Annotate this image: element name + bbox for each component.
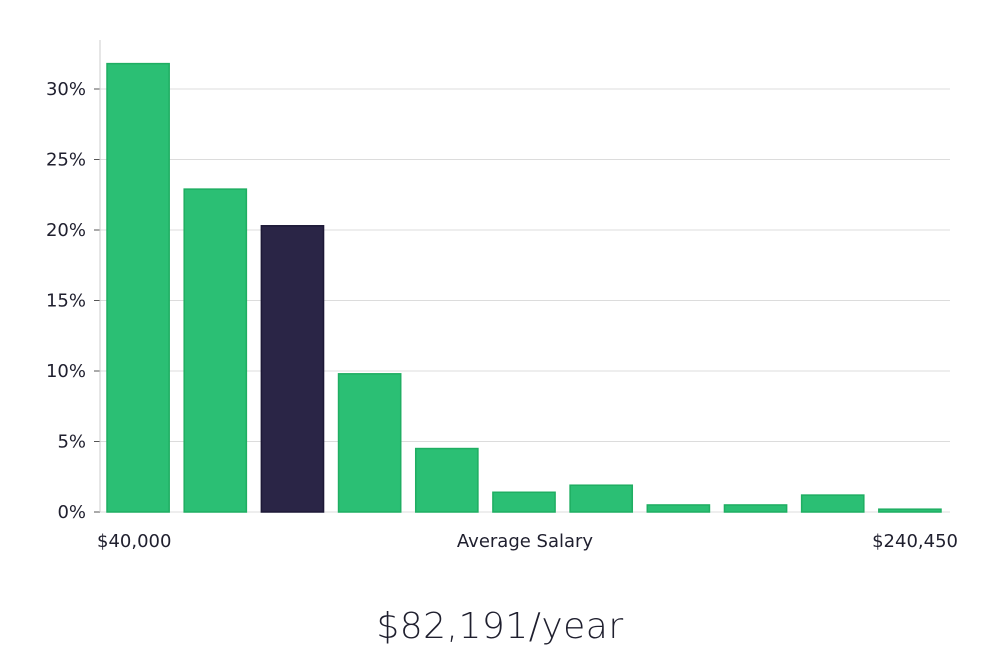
bar <box>800 494 865 513</box>
y-tick-label: 20% <box>46 220 86 241</box>
y-tick-label: 0% <box>57 502 86 523</box>
bars <box>106 62 942 513</box>
bar <box>106 62 170 513</box>
y-tick-label: 10% <box>46 361 86 382</box>
bar <box>569 484 634 513</box>
bar <box>492 491 556 513</box>
bar <box>183 188 248 513</box>
y-tick-label: 25% <box>46 150 86 171</box>
x-range-start-label: $40,000 <box>97 531 171 552</box>
y-tick-label: 15% <box>46 291 86 312</box>
bar <box>878 508 942 513</box>
x-axis-label: Average Salary <box>457 531 594 552</box>
y-tick-label: 30% <box>46 79 86 100</box>
bar <box>646 504 711 513</box>
y-tick-label: 5% <box>57 432 86 453</box>
bar <box>337 373 402 513</box>
salary-distribution-chart: 0% 5% 10% 15% 20% 25% 30% $40,000 Average Sala… <box>46 40 958 552</box>
bar <box>414 447 479 513</box>
bar <box>723 504 788 513</box>
y-axis-ticks: 0% 5% 10% 15% 20% 25% 30% <box>46 79 100 523</box>
average-salary-value: $82,191/year <box>376 606 624 647</box>
bar-highlighted <box>260 225 325 513</box>
x-range-end-label: $240,450 <box>872 531 958 552</box>
